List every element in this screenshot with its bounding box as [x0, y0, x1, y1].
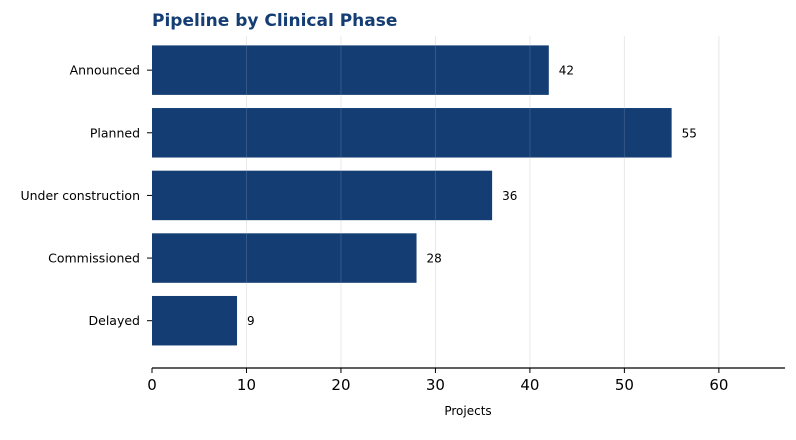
axes — [147, 69, 785, 369]
category-label: Delayed — [89, 313, 140, 328]
bars — [152, 45, 672, 346]
chart-title: Pipeline by Clinical Phase — [152, 11, 397, 31]
category-labels: Announced Planned Under construction Commis… — [20, 63, 140, 329]
bar — [152, 45, 549, 95]
bar — [152, 170, 493, 221]
x-axis-title: Projects — [444, 404, 491, 418]
bar — [152, 295, 238, 346]
value-label: 28 — [427, 252, 442, 266]
category-label: Planned — [90, 125, 140, 140]
category-label: Announced — [70, 63, 140, 78]
x-tick-label: 50 — [615, 376, 634, 394]
value-label: 55 — [682, 126, 697, 140]
category-label: Commissioned — [48, 251, 140, 266]
category-label: Under construction — [20, 188, 140, 203]
value-labels: 42 55 36 28 9 — [247, 64, 697, 329]
x-tick-label: 20 — [331, 376, 350, 394]
x-tick-label: 40 — [520, 376, 539, 394]
value-label: 9 — [247, 314, 255, 328]
x-tick-label: 60 — [709, 376, 728, 394]
bar — [152, 233, 417, 283]
value-label: 42 — [559, 64, 574, 78]
grid-lines-overlay — [245, 36, 720, 368]
bar — [152, 108, 672, 158]
x-tick-label: 30 — [426, 376, 445, 394]
x-tick-label: 10 — [237, 376, 256, 394]
x-tick-label: 0 — [147, 376, 157, 394]
x-ticks: 0 10 20 30 40 50 60 — [147, 368, 728, 394]
value-label: 36 — [502, 189, 517, 203]
